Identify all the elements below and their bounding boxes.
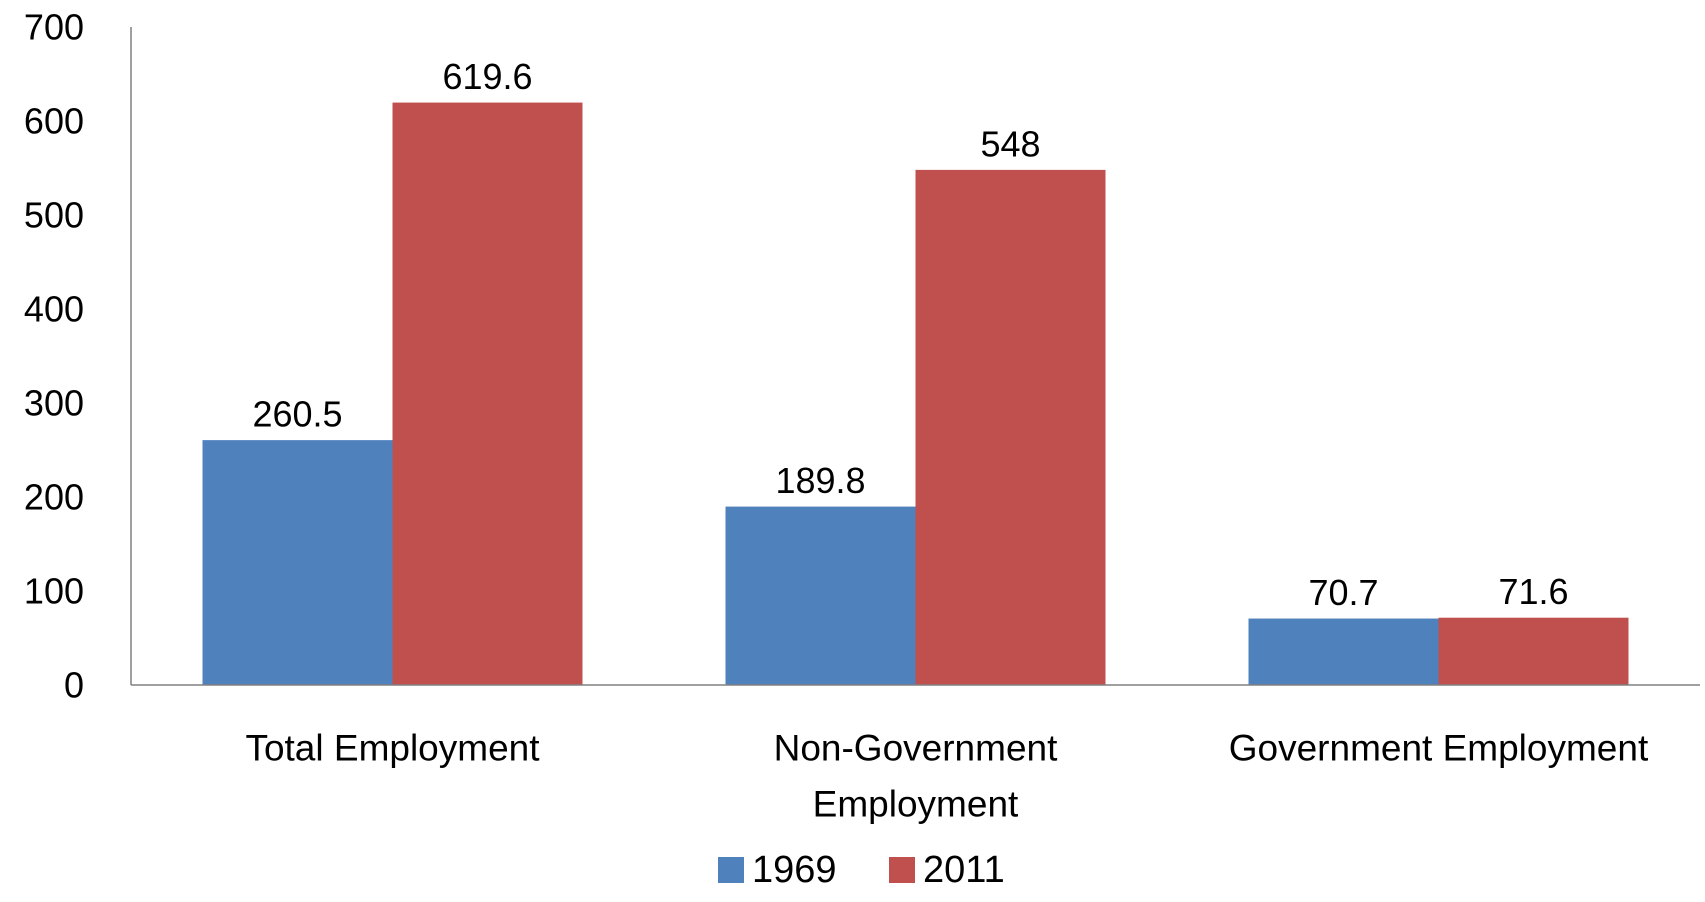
category-label: Employment <box>813 784 1019 825</box>
y-tick-label: 700 <box>24 7 84 48</box>
bar-1969-1 <box>725 506 916 685</box>
y-tick-label: 500 <box>24 195 84 236</box>
bar-1969-2 <box>1248 618 1439 685</box>
data-label-1969-0: 260.5 <box>252 394 342 435</box>
y-tick-label: 200 <box>24 477 84 518</box>
data-label-2011-0: 619.6 <box>442 56 532 97</box>
category-label: Total Employment <box>245 728 540 769</box>
legend: 1969 2011 <box>718 849 1005 891</box>
bar-2011-1 <box>915 169 1106 685</box>
bar-1969-0 <box>202 440 393 685</box>
y-axis-ticks: 0 100 200 300 400 500 600 700 <box>24 7 84 706</box>
data-labels: 260.5 189.8 70.7 619.6 548 71.6 <box>252 56 1568 613</box>
bars <box>202 102 1629 686</box>
category-label: Government Employment <box>1229 728 1649 769</box>
category-labels: Total Employment Non-Government Employment… <box>245 728 1649 825</box>
bar-2011-0 <box>392 102 583 686</box>
legend-swatch-1969 <box>718 857 744 883</box>
y-tick-label: 400 <box>24 289 84 330</box>
category-label: Non-Government <box>774 728 1059 769</box>
y-tick-label: 600 <box>24 101 84 142</box>
data-label-1969-2: 70.7 <box>1308 572 1378 613</box>
data-label-2011-2: 71.6 <box>1498 571 1568 612</box>
legend-swatch-2011 <box>889 857 915 883</box>
data-label-2011-1: 548 <box>980 123 1040 164</box>
y-tick-label: 300 <box>24 383 84 424</box>
y-tick-label: 0 <box>64 665 84 706</box>
bar-2011-2 <box>1438 617 1629 685</box>
data-label-1969-1: 189.8 <box>775 460 865 501</box>
legend-label-2011: 2011 <box>923 849 1005 891</box>
y-tick-label: 100 <box>24 571 84 612</box>
legend-label-1969: 1969 <box>752 849 837 891</box>
axes <box>130 27 1700 686</box>
